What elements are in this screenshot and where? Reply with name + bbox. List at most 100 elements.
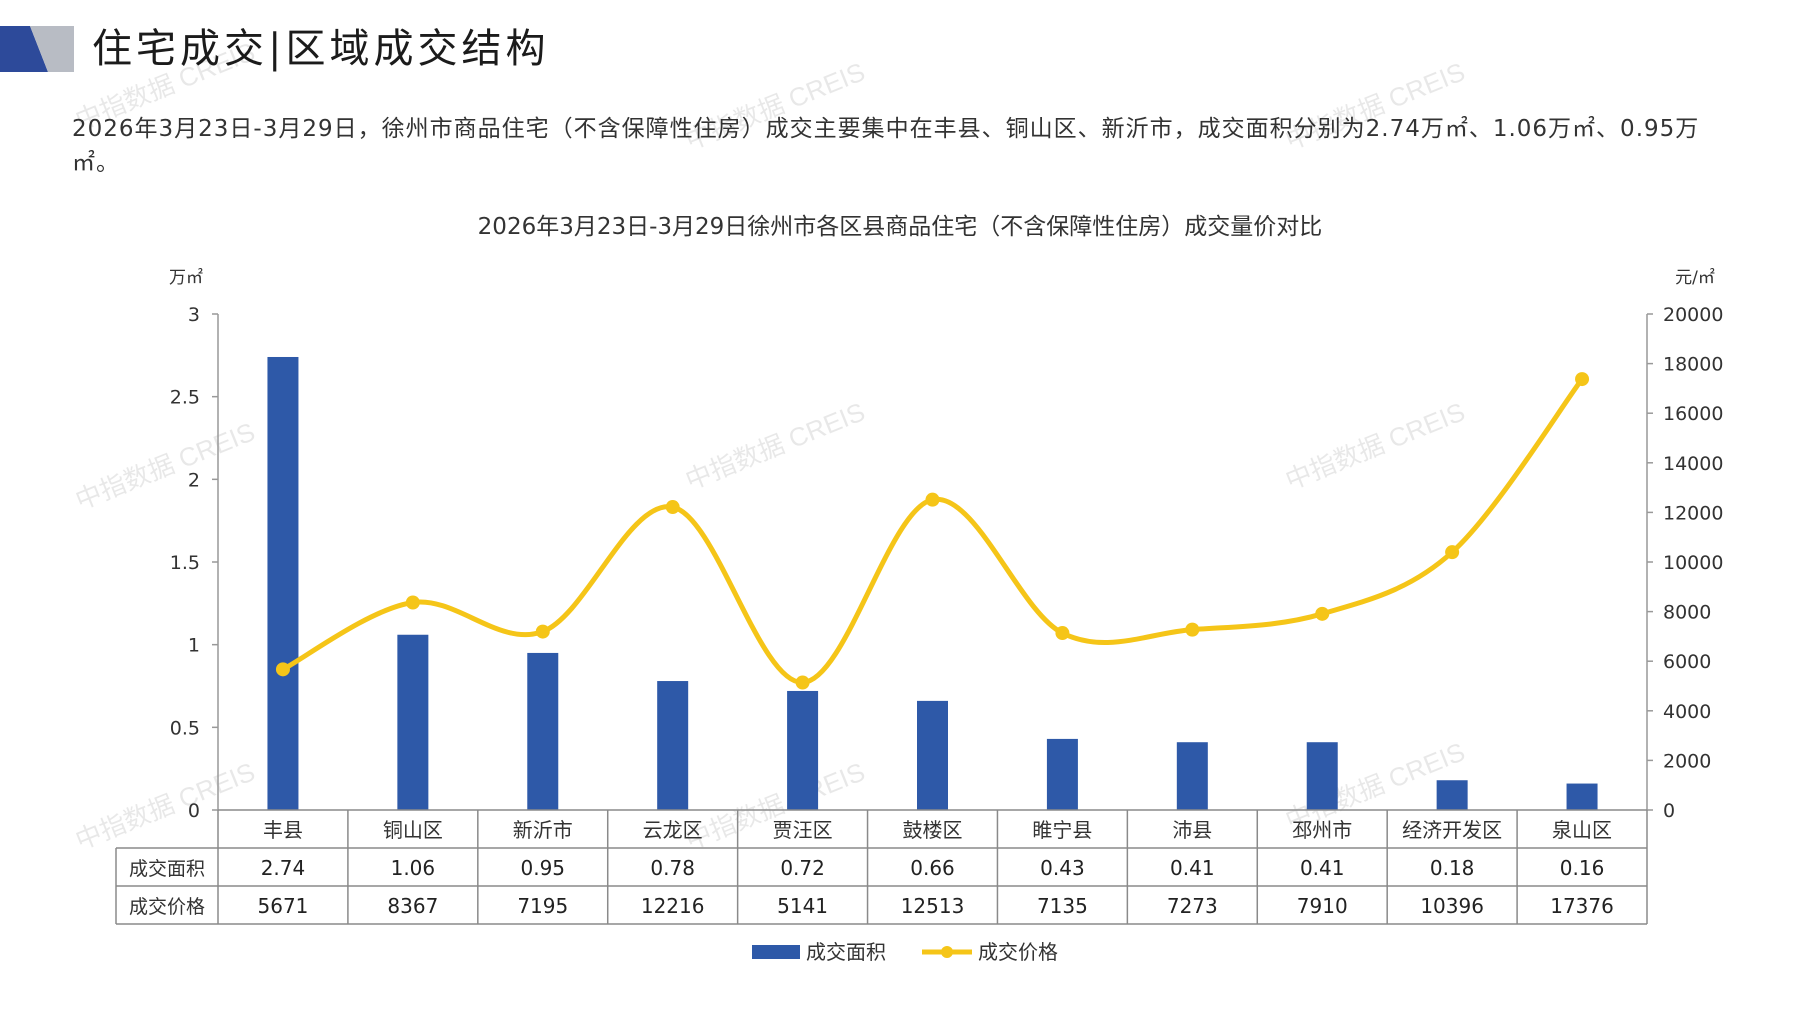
summary-text: 2026年3月23日-3月29日，徐州市商品住宅（不含保障性住房）成交主要集中在… [72, 116, 1700, 176]
bar-成交面积 [1046, 738, 1078, 810]
data-label: 0.72 [780, 856, 825, 880]
line-point [665, 500, 680, 515]
left-tick-label: 3 [188, 304, 200, 326]
right-tick-label: 12000 [1663, 502, 1723, 524]
data-label: 2.74 [261, 856, 306, 880]
left-tick-label: 0.5 [170, 717, 200, 739]
data-label: 10396 [1420, 894, 1484, 918]
data-label: 5671 [258, 894, 309, 918]
chart-title: 2026年3月23日-3月29日徐州市各区县商品住宅（不含保障性住房）成交量价对… [478, 214, 1323, 240]
line-point [1445, 545, 1460, 560]
category-label: 贾汪区 [773, 818, 833, 842]
right-tick-label: 6000 [1663, 651, 1711, 673]
line-point [795, 675, 810, 690]
data-label: 1.06 [391, 856, 436, 880]
data-label: 7910 [1297, 894, 1348, 918]
right-tick-label: 18000 [1663, 354, 1723, 376]
decoration-gray-shape [30, 26, 74, 72]
line-point [925, 492, 940, 507]
line-point [535, 624, 550, 639]
left-axis-unit: 万㎡ [169, 268, 203, 288]
data-label: 7195 [517, 894, 568, 918]
right-tick-label: 4000 [1663, 701, 1711, 723]
left-tick-label: 2 [188, 469, 200, 491]
category-label: 铜山区 [383, 818, 443, 842]
data-label: 0.78 [650, 856, 695, 880]
data-label: 7273 [1167, 894, 1218, 918]
line-point [1185, 622, 1200, 637]
watermark-text: 中指数据 CREIS [71, 36, 259, 135]
legend-line-label: 成交价格 [978, 940, 1058, 964]
data-label: 0.18 [1430, 856, 1475, 880]
data-label: 0.66 [910, 856, 955, 880]
bar-成交面积 [1306, 742, 1338, 810]
watermark-text: 中指数据 CREIS [1281, 56, 1469, 155]
data-label: 0.43 [1040, 856, 1085, 880]
legend: 成交面积 成交价格 [752, 940, 1058, 964]
category-label: 新沂市 [513, 818, 573, 842]
category-label: 云龙区 [643, 818, 703, 842]
data-label: 7135 [1037, 894, 1088, 918]
title-decoration [0, 26, 74, 72]
line-成交价格 [280, 376, 1585, 686]
line-point [1055, 626, 1070, 641]
category-label: 经济开发区 [1402, 818, 1502, 842]
bar-成交面积 [397, 634, 429, 810]
category-label: 邳州市 [1292, 818, 1352, 842]
right-tick-label: 0 [1663, 800, 1675, 822]
right-tick-label: 20000 [1663, 304, 1723, 326]
right-axis-unit: 元/㎡ [1675, 268, 1715, 288]
left-tick-label: 2.5 [170, 387, 200, 409]
data-label: 12216 [641, 894, 705, 918]
line-point [275, 662, 290, 677]
data-label: 0.95 [521, 856, 566, 880]
left-tick-label: 0 [188, 800, 200, 822]
bar-成交面积 [1436, 780, 1468, 810]
right-tick-label: 16000 [1663, 403, 1723, 425]
bar-成交面积 [1566, 783, 1598, 810]
right-tick-label: 10000 [1663, 552, 1723, 574]
category-label: 鼓楼区 [903, 818, 963, 842]
line-point [1575, 372, 1590, 387]
right-tick-label: 8000 [1663, 602, 1711, 624]
category-label: 泉山区 [1552, 818, 1612, 842]
bar-成交面积 [657, 681, 689, 810]
bar-成交面积 [267, 356, 299, 810]
axes: 0 0.5 1 1.5 2 2.5 3 0 2000 4000 6000 8000 10000 12000… [170, 304, 1724, 822]
watermark-text: 中指数据 CREIS [681, 396, 869, 495]
page-title: 住宅成交|区域成交结构 [92, 26, 550, 72]
data-label: 17376 [1550, 894, 1614, 918]
table-row-header: 成交价格 [129, 896, 205, 918]
table-row-header: 成交面积 [129, 858, 205, 880]
left-tick-label: 1 [188, 635, 200, 657]
category-label: 睢宁县 [1032, 818, 1092, 842]
category-label: 沛县 [1172, 818, 1212, 842]
watermark-text: 中指数据 CREIS [71, 416, 259, 515]
data-label: 8367 [387, 894, 438, 918]
line-point [405, 595, 420, 610]
bar-成交面积 [917, 700, 948, 810]
line-series [275, 372, 1590, 690]
data-label: 5141 [777, 894, 828, 918]
left-tick-label: 1.5 [170, 552, 200, 574]
legend-line-marker [941, 946, 953, 958]
data-label: 0.41 [1300, 856, 1345, 880]
decoration-dark-shape [0, 26, 48, 72]
legend-bar-swatch [752, 945, 800, 959]
watermark-text: 中指数据 CREIS [71, 756, 259, 855]
watermark-text: 中指数据 CREIS [1281, 396, 1469, 495]
data-label: 12513 [901, 894, 965, 918]
legend-bar-label: 成交面积 [806, 940, 886, 964]
right-tick-label: 2000 [1663, 750, 1711, 772]
right-tick-label: 14000 [1663, 453, 1723, 475]
data-label: 0.41 [1170, 856, 1215, 880]
line-point [1315, 606, 1330, 621]
data-label: 0.16 [1560, 856, 1605, 880]
bar-series [267, 356, 1598, 810]
watermark-text: 中指数据 CREIS [681, 56, 869, 155]
bar-成交面积 [787, 690, 819, 810]
category-label: 丰县 [263, 818, 303, 842]
bar-成交面积 [527, 652, 559, 810]
